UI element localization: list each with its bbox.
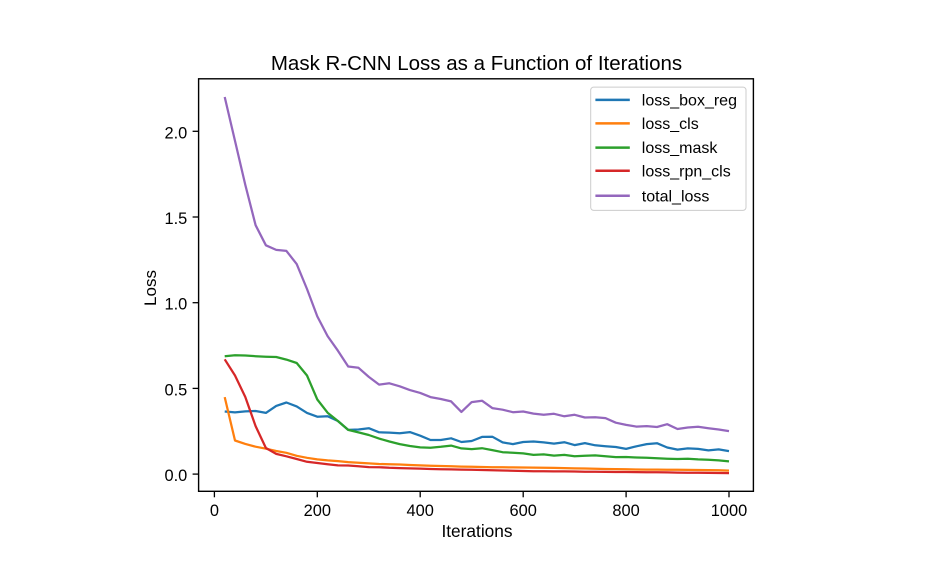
svg-text:total_loss: total_loss [642, 188, 710, 205]
svg-text:Loss: Loss [141, 270, 160, 306]
svg-text:0: 0 [210, 502, 219, 520]
svg-text:loss_rpn_cls: loss_rpn_cls [642, 163, 731, 180]
svg-text:loss_mask: loss_mask [642, 140, 719, 157]
svg-text:0.5: 0.5 [165, 381, 188, 399]
svg-text:1.0: 1.0 [165, 296, 188, 314]
svg-text:Iterations: Iterations [441, 521, 512, 541]
svg-text:400: 400 [407, 502, 434, 520]
svg-text:800: 800 [612, 502, 639, 520]
svg-text:200: 200 [304, 502, 331, 520]
svg-text:loss_cls: loss_cls [642, 116, 699, 133]
svg-text:Mask R-CNN Loss as a Function: Mask R-CNN Loss as a Function of Iterati… [271, 52, 682, 75]
svg-text:1000: 1000 [711, 502, 747, 520]
svg-text:loss_box_reg: loss_box_reg [642, 93, 737, 110]
svg-text:0.0: 0.0 [165, 467, 188, 485]
svg-text:1.5: 1.5 [165, 210, 188, 228]
svg-text:600: 600 [510, 502, 537, 520]
svg-text:2.0: 2.0 [165, 124, 188, 142]
